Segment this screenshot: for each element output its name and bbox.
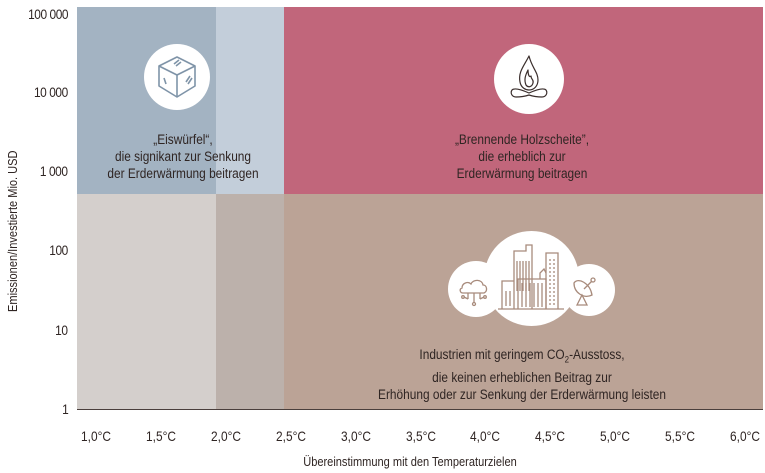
x-tick-5-0: 5,0°C [600,428,630,444]
industry-city-icon [446,231,616,331]
x-tick-3-5: 3,5°C [406,428,436,444]
y-tick-100: 100 [49,242,68,258]
label-low-carbon-industry: Industrien mit geringem CO2-Ausstoss, di… [378,347,666,402]
region-low-left [77,194,216,409]
y-tick-1: 1 [61,401,69,417]
x-tick-3-0: 3,0°C [341,428,371,444]
y-tick-100000: 100 000 [27,6,68,22]
label-burning-logs: „Brennende Holzscheite”, die erheblich z… [454,132,590,181]
x-tick-2-5: 2,5°C [276,428,306,444]
x-tick-5-5: 5,5°C [665,428,695,444]
y-tick-10000: 10 000 [34,84,68,100]
x-tick-6-0: 6,0°C [730,428,760,444]
y-axis-label: Emissionen/Investierte Mio. USD [5,150,20,312]
x-tick-1-5: 1,5°C [146,428,176,444]
x-tick-4-5: 4,5°C [535,428,565,444]
x-tick-1-0: 1,0°C [81,428,111,444]
x-axis-line [77,409,763,410]
campfire-icon [494,44,564,114]
ice-cube-icon [144,44,210,110]
x-tick-2-0: 2,0°C [211,428,241,444]
x-tick-4-0: 4,0°C [470,428,500,444]
x-axis-label: Übereinstimmung mit den Temperaturzielen [303,454,517,469]
region-transition-top [216,7,284,194]
region-transition-bottom [216,194,284,409]
y-tick-10: 10 [55,322,69,338]
label-ice-cube: „Eiswürfel“, die signikant zur Senkung d… [107,132,259,181]
y-tick-1000: 1 000 [40,163,68,179]
